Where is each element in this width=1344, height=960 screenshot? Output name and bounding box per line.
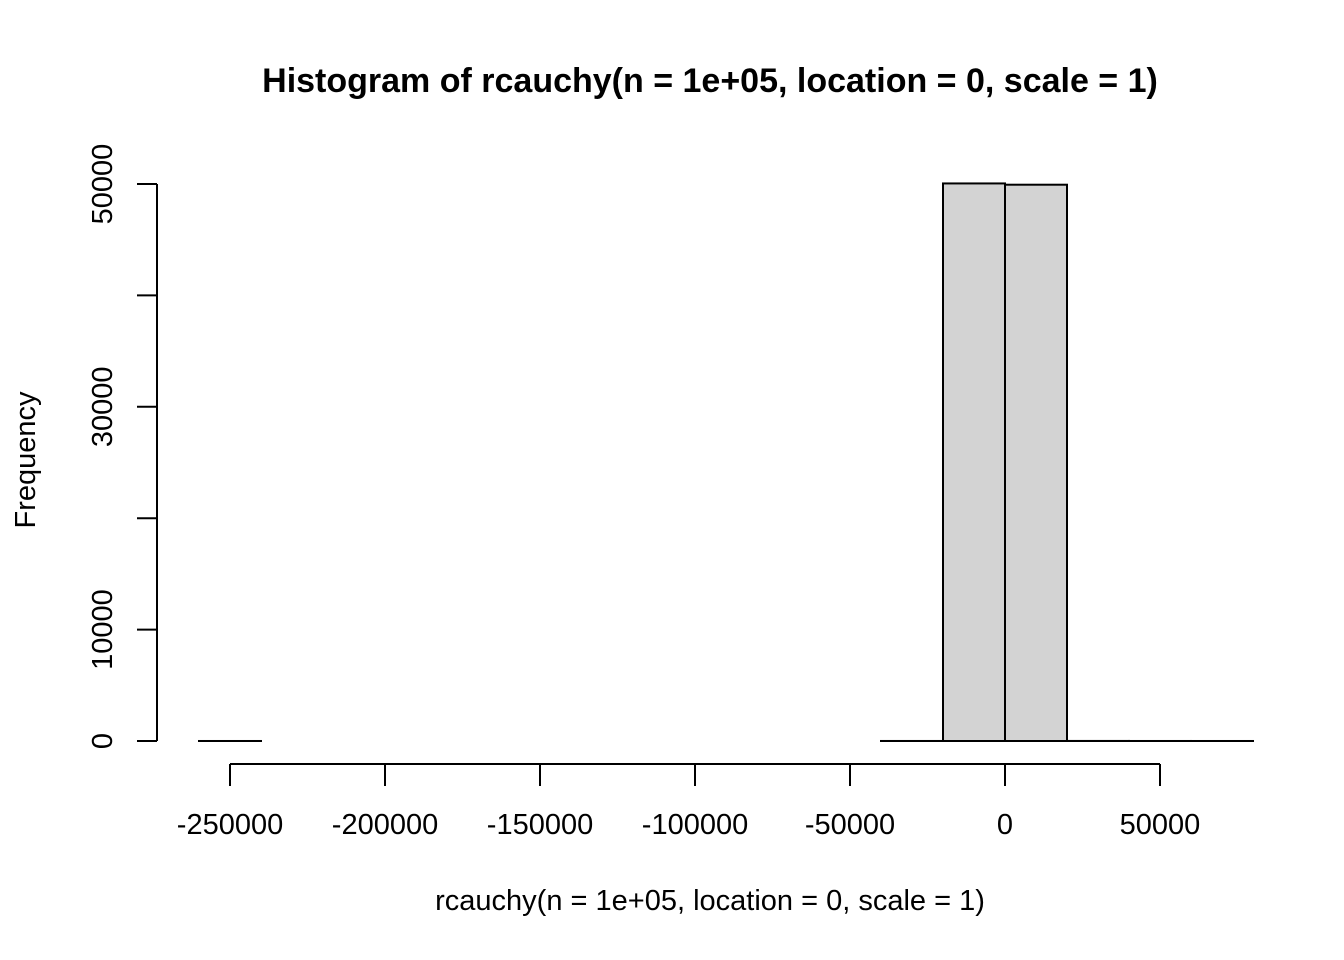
chart-title: Histogram of rcauchy(n = 1e+05, location… (262, 62, 1158, 100)
y-tick-label: 0 (87, 733, 119, 749)
x-tick-label: 50000 (1120, 809, 1201, 841)
x-tick-label: -250000 (177, 809, 283, 841)
x-tick-label: -100000 (642, 809, 748, 841)
x-axis: -250000 -200000 -150000 -100000 -50000 0 50000 (177, 763, 1201, 841)
x-tick-label: 0 (997, 809, 1013, 841)
y-tick-label: 30000 (87, 366, 119, 447)
x-tick-label: -200000 (332, 809, 438, 841)
histogram-bar-13 (1004, 183, 1068, 742)
x-tick-label: -50000 (805, 809, 895, 841)
x-axis-label: rcauchy(n = 1e+05, location = 0, scale =… (435, 885, 985, 917)
histogram-bar-12 (942, 182, 1006, 742)
bars-group (198, 182, 1254, 743)
x-tick-label: -150000 (487, 809, 593, 841)
y-tick-label: 50000 (87, 144, 119, 225)
y-tick-label: 10000 (87, 589, 119, 670)
y-axis: 0 10000 30000 50000 (87, 144, 158, 749)
y-axis-label: Frequency (10, 391, 42, 529)
